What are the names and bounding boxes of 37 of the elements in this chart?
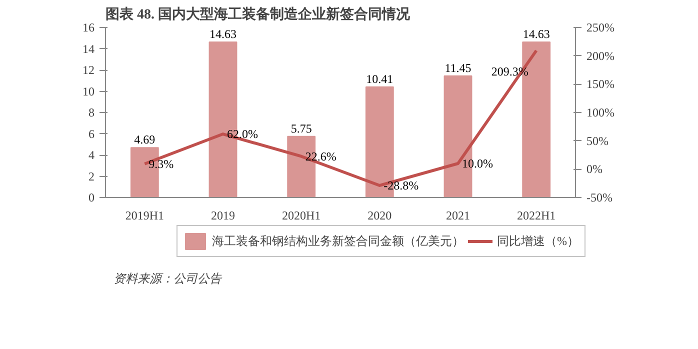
- y2-tick-label: 150%: [586, 77, 614, 92]
- y-tick-label: 12: [82, 63, 94, 77]
- data-label: 4.69: [134, 132, 156, 147]
- y-tick-label: 8: [88, 106, 94, 120]
- data-label: 14.63: [210, 27, 236, 42]
- y-tick-label: 6: [88, 126, 94, 141]
- x-tick-label: 2019: [211, 208, 235, 222]
- y2-tick-label: 50%: [586, 134, 608, 148]
- y-tick-label: 2: [88, 169, 94, 184]
- data-label: 22.6%: [305, 149, 336, 164]
- legend-label: 同比增速（%）: [497, 232, 579, 250]
- data-label: 10.41: [366, 72, 394, 86]
- x-tick-label: 2019H1: [125, 208, 164, 222]
- data-label: 62.0%: [227, 127, 258, 142]
- x-tick-label: 2021: [446, 208, 470, 222]
- data-label: 5.75: [290, 121, 312, 136]
- data-label: 11.45: [444, 60, 472, 75]
- data-label: 14.63: [522, 27, 550, 42]
- y2-tick-label: -50%: [586, 190, 612, 204]
- x-tick-label: 2020: [368, 208, 392, 222]
- y2-tick-label: 100%: [586, 106, 614, 120]
- y-tick-label: 14: [82, 42, 94, 56]
- y2-tick-label: 0%: [586, 162, 602, 176]
- y-tick-label: 16: [82, 20, 94, 34]
- data-label: 9.3%: [148, 156, 174, 171]
- x-tick-label: 2020H1: [282, 208, 321, 222]
- text: 资料来源：公司公告: [114, 272, 222, 286]
- y-tick-label: 10: [82, 84, 94, 98]
- data-label: 10.0%: [462, 156, 493, 170]
- x-tick-label: 2022H1: [517, 208, 556, 222]
- y-tick-label: 4: [88, 148, 94, 162]
- legend-label: 海工装备和钢结构业务新签合同金额（亿美元）: [212, 232, 464, 250]
- data-label: -28.8%: [384, 178, 419, 192]
- y2-tick-label: 250%: [586, 20, 614, 34]
- y2-tick-label: 200%: [586, 48, 614, 63]
- y-tick-label: 0: [88, 190, 94, 204]
- chart-title: 图表 48. 国内大型海工装备制造企业新签合同情况: [106, 6, 411, 22]
